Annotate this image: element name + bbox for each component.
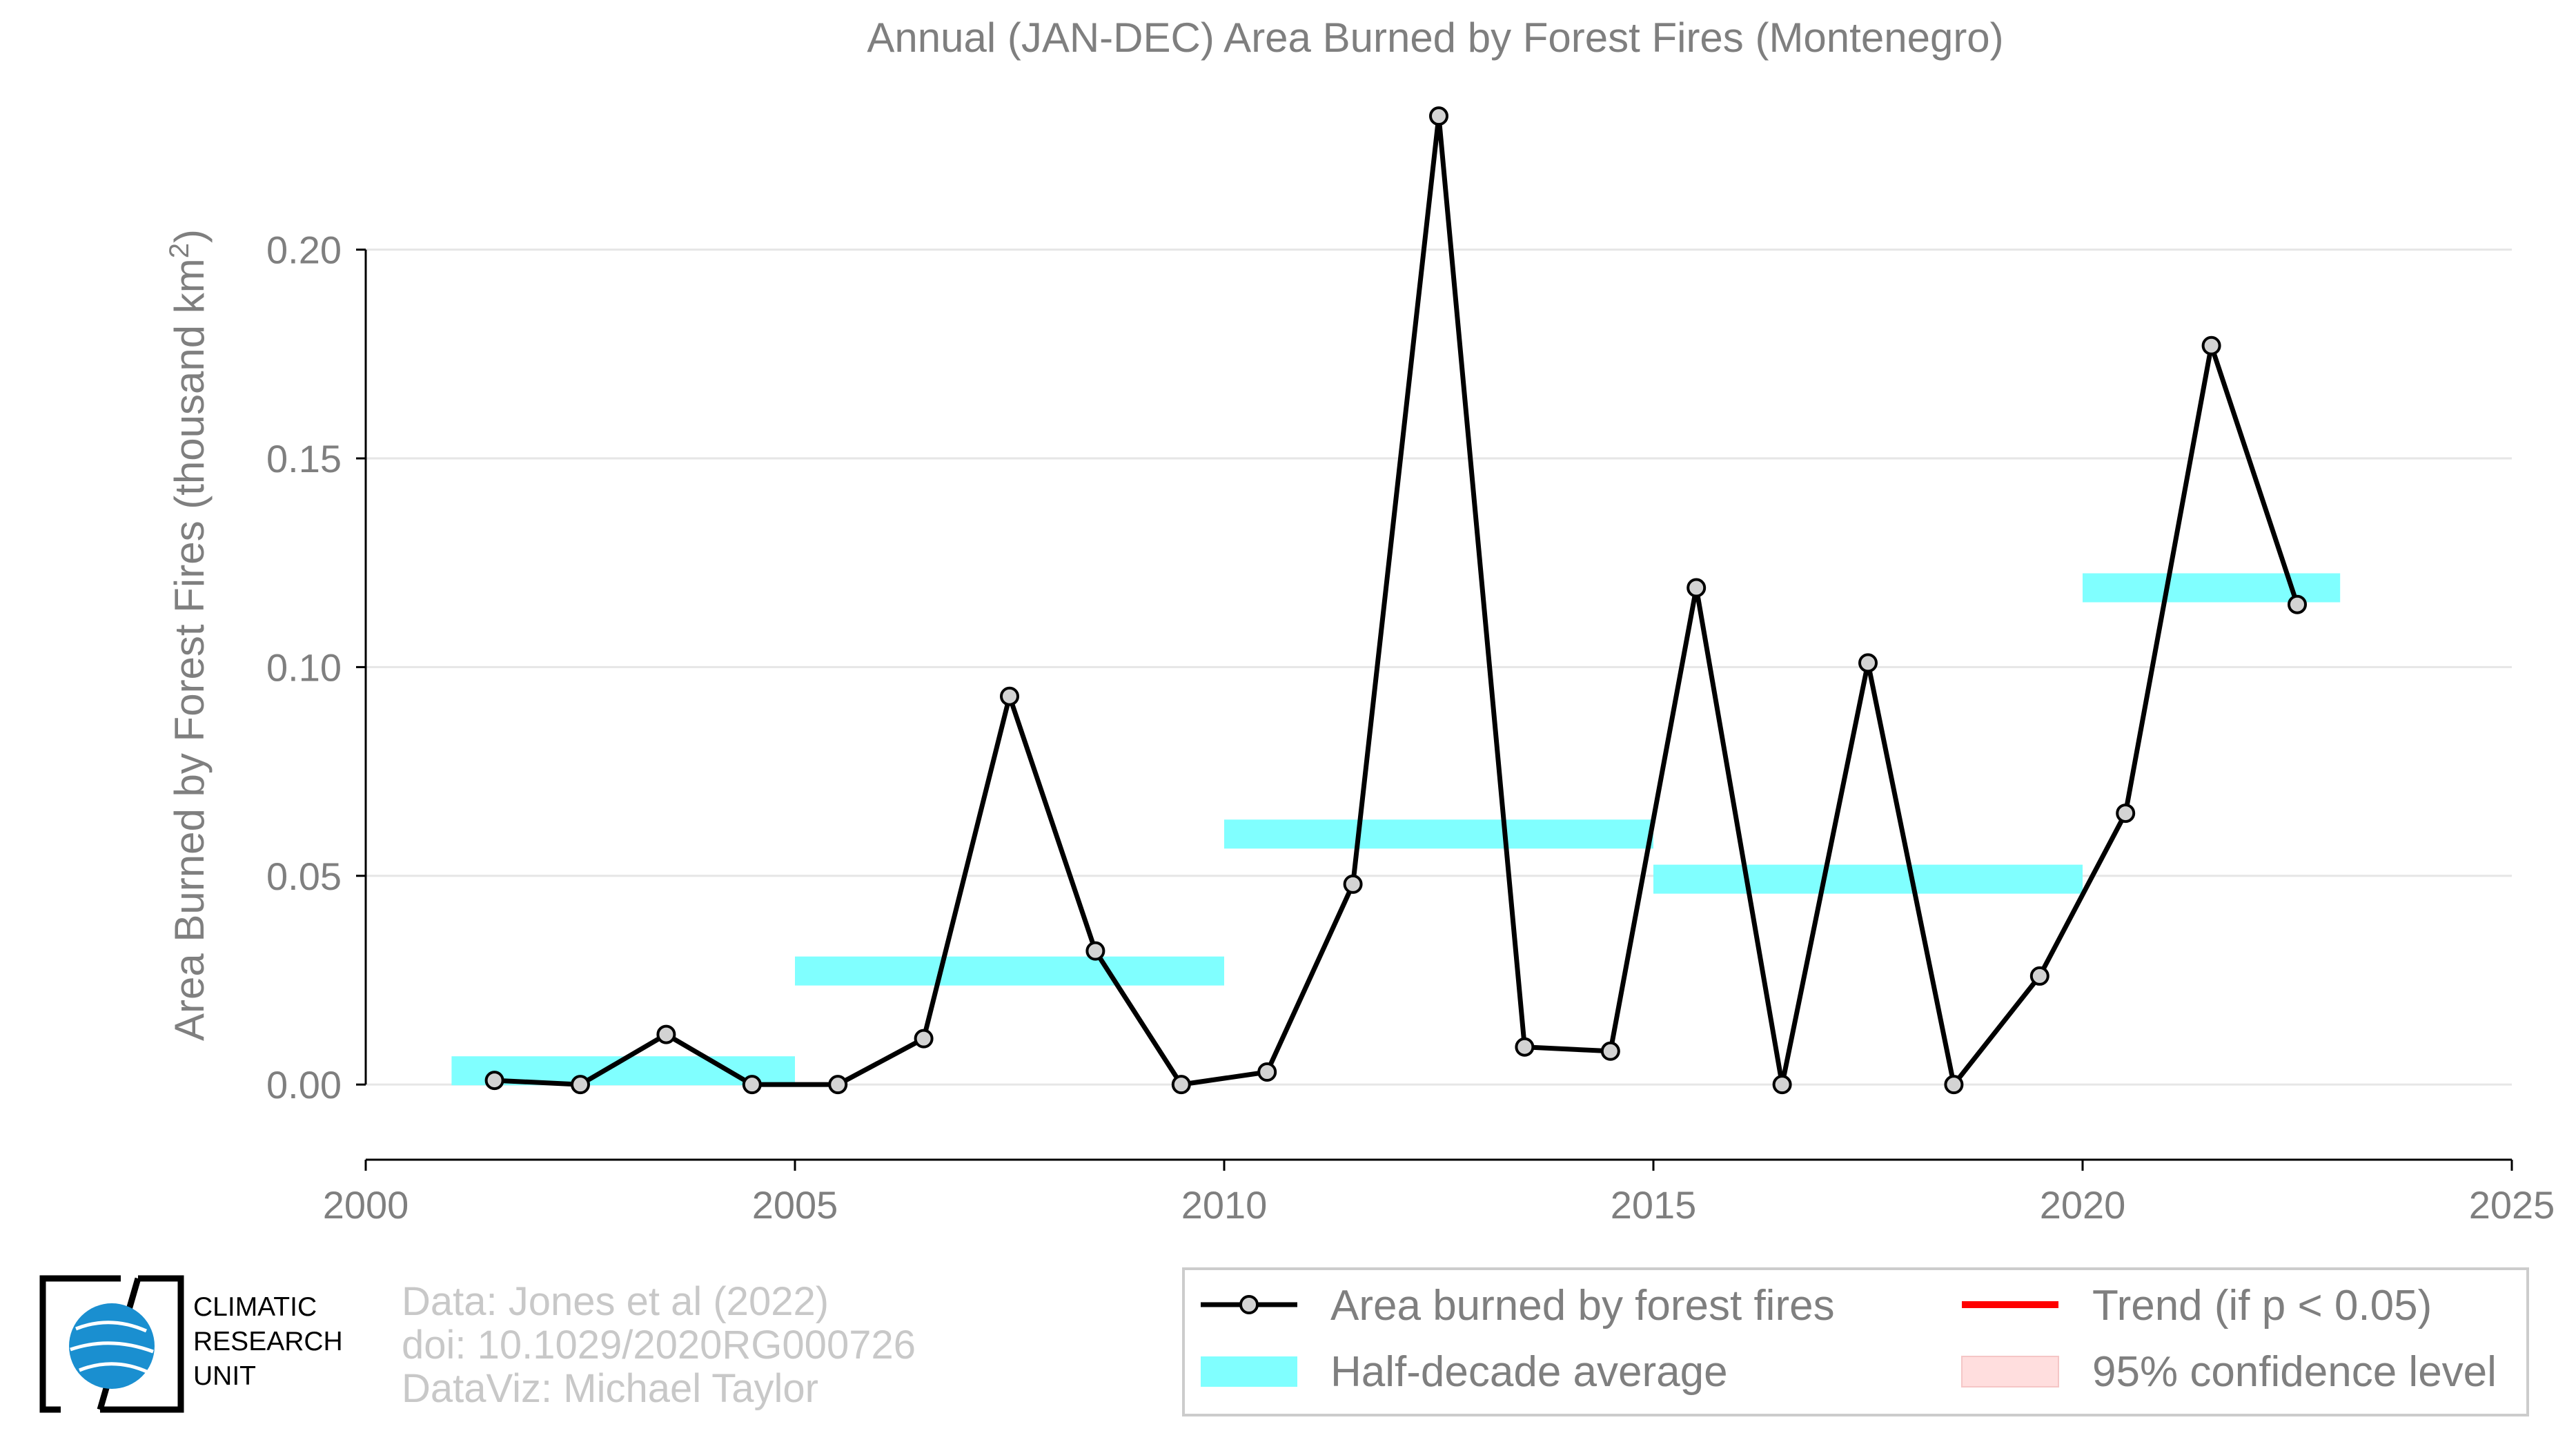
logo-bracket-right [100, 1275, 184, 1413]
data-point-1 [571, 1075, 590, 1095]
legend-swatch-confidence [1961, 1356, 2059, 1387]
data-point-markers [484, 106, 2307, 1095]
data-point-19 [2116, 804, 2136, 824]
y-tick-label-0: 0.00 [266, 1063, 342, 1107]
y-tick-label-3: 0.15 [266, 437, 342, 480]
x-tick-label-2: 2010 [1181, 1183, 1268, 1227]
globe-line-1 [75, 1321, 148, 1333]
legend-swatch-series-marker [1239, 1295, 1259, 1314]
logo-bracket-left [39, 1275, 121, 1413]
credit-dataviz: DataViz: Michael Taylor [402, 1366, 818, 1411]
data-point-21 [2288, 594, 2307, 614]
cru-logo: CLIMATIC RESEARCH UNIT [39, 1275, 343, 1413]
data-point-20 [2201, 335, 2221, 356]
logo-text-climatic: CLIMATIC [193, 1292, 317, 1322]
logo-text-unit: UNIT [193, 1361, 256, 1391]
data-point-16 [1858, 653, 1878, 673]
average-bar-1 [795, 956, 1224, 986]
data-point-15 [1772, 1075, 1792, 1095]
data-point-13 [1600, 1041, 1620, 1061]
grid-lines [366, 249, 2512, 1086]
y-tick-label-2: 0.10 [266, 645, 342, 689]
credit-data-source: Data: Jones et al (2022) [402, 1279, 829, 1324]
x-tick-label-3: 2015 [1611, 1183, 1697, 1227]
chart-title: Annual (JAN-DEC) Area Burned by Forest F… [867, 14, 2003, 61]
globe-icon [69, 1303, 155, 1389]
legend: Area burned by forest fires Trend (if p … [1182, 1267, 2529, 1416]
data-point-17 [1944, 1075, 1964, 1095]
half-decade-average-bars [451, 573, 2341, 1086]
data-point-5 [914, 1029, 934, 1049]
y-tick-labels: 0.00 0.05 0.10 0.15 0.20 [266, 228, 342, 1107]
y-axis-label: Area Burned by Forest Fires (thousand km… [164, 229, 213, 1041]
x-tick-label-1: 2005 [752, 1183, 838, 1227]
y-tick-label-1: 0.05 [266, 855, 342, 898]
data-point-3 [742, 1075, 762, 1095]
y-tick-label-4: 0.20 [266, 228, 342, 272]
x-tick-label-0: 2000 [323, 1183, 409, 1227]
legend-label-series: Area burned by forest fires [1330, 1282, 1835, 1330]
x-tick-label-4: 2020 [2040, 1183, 2126, 1227]
credit-doi: doi: 10.1029/2020RG000726 [402, 1323, 916, 1367]
y-axis-label-superscript: 2 [164, 243, 195, 258]
legend-swatch-average [1201, 1356, 1297, 1387]
axes [356, 249, 2513, 1171]
legend-frame [1182, 1267, 2529, 1416]
globe-line-2 [70, 1341, 154, 1354]
data-point-18 [2029, 966, 2049, 986]
x-tick-labels: 2000 2005 2010 2015 2020 2025 [323, 1183, 2555, 1227]
legend-label-confidence: 95% confidence level [2092, 1348, 2497, 1396]
average-bar-3 [1653, 864, 2083, 894]
legend-label-trend: Trend (if p < 0.05) [2092, 1282, 2432, 1330]
data-point-10 [1343, 874, 1363, 894]
y-axis-label-main: Area Burned by Forest Fires (thousand km [166, 258, 213, 1041]
data-point-4 [828, 1075, 848, 1095]
logo-text-research: RESEARCH [193, 1327, 343, 1356]
data-point-8 [1171, 1075, 1191, 1095]
x-tick-label-5: 2025 [2469, 1183, 2555, 1227]
y-axis-label-close: ) [166, 229, 213, 243]
series-line [494, 113, 2300, 1087]
legend-label-average: Half-decade average [1330, 1348, 1728, 1396]
average-bar-2 [1224, 819, 1653, 849]
data-point-9 [1257, 1062, 1277, 1082]
data-point-14 [1687, 578, 1707, 598]
data-point-11 [1429, 106, 1448, 126]
globe-line-3 [79, 1362, 150, 1374]
data-point-12 [1515, 1037, 1535, 1057]
data-point-7 [1085, 941, 1105, 961]
data-point-6 [1000, 686, 1019, 706]
data-point-2 [656, 1024, 676, 1044]
data-point-0 [484, 1071, 504, 1091]
series-line-group [494, 113, 2300, 1087]
